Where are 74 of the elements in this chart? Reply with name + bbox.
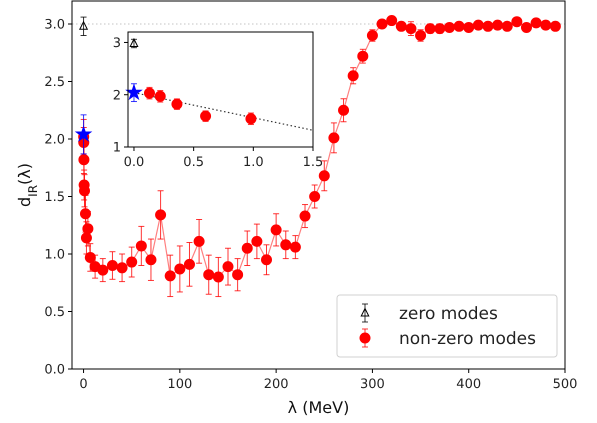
point — [184, 258, 195, 270]
point — [328, 132, 340, 144]
y-tick-label: 0.5 — [44, 305, 65, 320]
point — [136, 240, 147, 252]
point — [540, 20, 552, 31]
point — [251, 236, 262, 247]
point — [550, 20, 561, 32]
point — [76, 126, 92, 142]
point — [212, 272, 224, 282]
point — [222, 261, 234, 272]
x-tick-label: 500 — [552, 377, 578, 392]
x-tick-label: 1.0 — [242, 155, 264, 170]
x-tick-label: 300 — [360, 377, 385, 392]
point — [357, 50, 368, 62]
y-tick-label: 3.0 — [44, 18, 65, 33]
point — [472, 20, 484, 31]
x-tick-label: 400 — [456, 377, 482, 392]
point — [79, 21, 88, 30]
point — [405, 23, 416, 34]
point — [520, 22, 532, 33]
point — [242, 242, 253, 254]
point — [492, 20, 504, 31]
x-axis-title: λ (MeV) — [288, 398, 350, 417]
point — [300, 210, 311, 222]
point — [318, 170, 330, 182]
point — [194, 236, 205, 247]
point — [386, 15, 398, 26]
point — [366, 30, 378, 41]
point — [126, 256, 138, 268]
point — [232, 269, 244, 280]
y-tick-label: 2.5 — [44, 75, 65, 90]
y-tick-label: 2 — [112, 88, 121, 104]
point — [454, 20, 465, 32]
point — [290, 242, 301, 253]
y-tick-label: 3 — [112, 36, 121, 52]
point — [106, 260, 118, 271]
point — [280, 239, 292, 250]
x-tick-label: 200 — [264, 377, 289, 392]
point — [415, 30, 426, 41]
point — [203, 269, 214, 280]
point — [145, 254, 156, 266]
x-tick-label: 1.5 — [302, 155, 324, 170]
point — [154, 90, 166, 102]
point — [97, 264, 108, 276]
point — [261, 254, 272, 266]
point — [530, 17, 542, 28]
x-tick-label: 0.5 — [183, 155, 204, 170]
x-tick-label: 0.0 — [124, 155, 144, 170]
point — [511, 16, 522, 28]
point — [164, 270, 176, 282]
y-tick-label: 1 — [112, 140, 121, 156]
point — [348, 70, 359, 82]
point — [171, 98, 182, 110]
point — [338, 104, 350, 116]
point — [376, 18, 388, 30]
point — [116, 262, 128, 274]
point — [270, 224, 282, 236]
point — [463, 22, 474, 33]
y-tick-label: 1.0 — [44, 248, 65, 263]
x-tick-label: 100 — [167, 377, 192, 392]
y-tick-label: 0.0 — [44, 362, 65, 378]
y-tick-label: 1.5 — [44, 190, 65, 206]
point — [502, 20, 513, 32]
point — [126, 84, 142, 100]
point — [482, 20, 494, 32]
legend-label: non-zero modes — [399, 328, 536, 349]
point — [174, 263, 186, 274]
y-tick-label: 2.0 — [44, 132, 65, 148]
point — [155, 209, 166, 220]
point — [309, 191, 320, 202]
point — [444, 22, 455, 33]
x-tick-label: 0 — [79, 377, 88, 392]
point — [396, 20, 407, 32]
legend-label: zero modes — [399, 304, 498, 324]
